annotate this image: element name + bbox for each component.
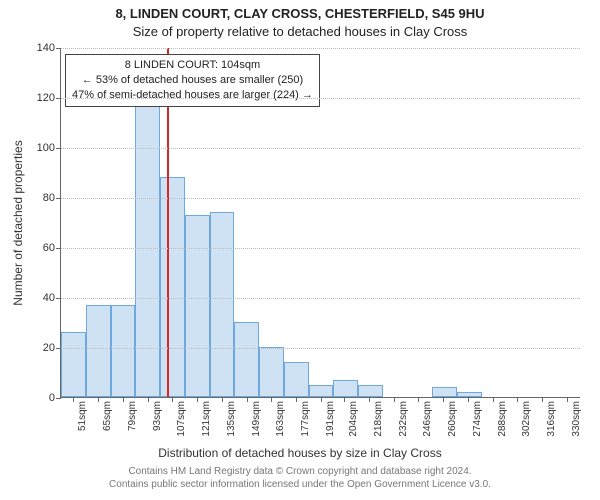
gridline xyxy=(61,348,580,349)
xtick-mark xyxy=(517,397,518,402)
xtick-label: 316sqm xyxy=(546,401,557,437)
ytick-mark xyxy=(56,148,61,149)
gridline xyxy=(61,98,580,99)
histogram-bar xyxy=(432,387,457,397)
xtick-label: 204sqm xyxy=(348,401,359,437)
footer-line-2: Contains public sector information licen… xyxy=(0,479,600,492)
xtick-label: 218sqm xyxy=(373,401,384,437)
ytick-label: 60 xyxy=(43,242,55,254)
y-axis-label: Number of detached properties xyxy=(11,140,25,305)
xtick-label: 246sqm xyxy=(422,401,433,437)
gridline xyxy=(61,48,580,49)
gridline xyxy=(61,248,580,249)
xtick-label: 288sqm xyxy=(497,401,508,437)
page-subtitle: Size of property relative to detached ho… xyxy=(0,24,600,39)
histogram-bar xyxy=(457,392,482,397)
ytick-label: 0 xyxy=(49,392,55,404)
xtick-label: 51sqm xyxy=(77,401,88,431)
xtick-label: 149sqm xyxy=(251,401,262,437)
xtick-mark xyxy=(73,397,74,402)
xtick-mark xyxy=(443,397,444,402)
histogram-bar xyxy=(61,332,86,397)
xtick-label: 93sqm xyxy=(152,401,163,431)
xtick-label: 330sqm xyxy=(571,401,582,437)
xtick-mark xyxy=(344,397,345,402)
xtick-mark xyxy=(394,397,395,402)
ytick-label: 140 xyxy=(37,42,55,54)
xtick-mark xyxy=(369,397,370,402)
ytick-mark xyxy=(56,48,61,49)
xtick-label: 177sqm xyxy=(300,401,311,437)
y-axis-label-wrap: Number of detached properties xyxy=(10,48,26,398)
gridline xyxy=(61,148,580,149)
xtick-mark xyxy=(468,397,469,402)
histogram-bar xyxy=(185,215,210,398)
xtick-mark xyxy=(418,397,419,402)
ytick-label: 120 xyxy=(37,92,55,104)
xtick-mark xyxy=(123,397,124,402)
histogram-bar xyxy=(86,305,111,398)
xtick-mark xyxy=(197,397,198,402)
annotation-line-2: ← 53% of detached houses are smaller (25… xyxy=(72,73,313,88)
page-title: 8, LINDEN COURT, CLAY CROSS, CHESTERFIEL… xyxy=(0,6,600,21)
xtick-label: 135sqm xyxy=(226,401,237,437)
xtick-mark xyxy=(172,397,173,402)
histogram-bar xyxy=(135,102,160,397)
xtick-mark xyxy=(247,397,248,402)
gridline xyxy=(61,198,580,199)
ytick-label: 100 xyxy=(37,142,55,154)
xtick-label: 79sqm xyxy=(127,401,138,431)
ytick-mark xyxy=(56,348,61,349)
x-axis-label: Distribution of detached houses by size … xyxy=(0,446,600,460)
histogram-bar xyxy=(210,212,235,397)
footer: Contains HM Land Registry data © Crown c… xyxy=(0,466,600,491)
histogram-bar xyxy=(309,385,334,398)
ytick-label: 40 xyxy=(43,292,55,304)
chart-container: 8, LINDEN COURT, CLAY CROSS, CHESTERFIEL… xyxy=(0,0,600,500)
plot-area: 8 LINDEN COURT: 104sqm ← 53% of detached… xyxy=(60,48,580,398)
xtick-mark xyxy=(567,397,568,402)
xtick-mark xyxy=(98,397,99,402)
ytick-mark xyxy=(56,298,61,299)
histogram-bar xyxy=(234,322,259,397)
ytick-label: 80 xyxy=(43,192,55,204)
ytick-mark xyxy=(56,398,61,399)
xtick-mark xyxy=(542,397,543,402)
xtick-label: 274sqm xyxy=(472,401,483,437)
histogram-bar xyxy=(259,347,284,397)
xtick-mark xyxy=(222,397,223,402)
histogram-bar xyxy=(358,385,383,398)
histogram-bar xyxy=(111,305,136,398)
xtick-label: 232sqm xyxy=(398,401,409,437)
xtick-mark xyxy=(296,397,297,402)
xtick-label: 65sqm xyxy=(102,401,113,431)
ytick-mark xyxy=(56,198,61,199)
xtick-mark xyxy=(271,397,272,402)
xtick-mark xyxy=(148,397,149,402)
xtick-label: 121sqm xyxy=(201,401,212,437)
histogram-bar xyxy=(284,362,309,397)
ytick-mark xyxy=(56,248,61,249)
histogram-bar xyxy=(333,380,358,398)
xtick-label: 107sqm xyxy=(176,401,187,437)
xtick-label: 163sqm xyxy=(275,401,286,437)
gridline xyxy=(61,298,580,299)
annotation-line-3: 47% of semi-detached houses are larger (… xyxy=(72,88,313,103)
annotation-line-1: 8 LINDEN COURT: 104sqm xyxy=(72,58,313,73)
xtick-mark xyxy=(493,397,494,402)
xtick-label: 302sqm xyxy=(521,401,532,437)
xtick-label: 260sqm xyxy=(447,401,458,437)
footer-line-1: Contains HM Land Registry data © Crown c… xyxy=(0,466,600,479)
xtick-mark xyxy=(321,397,322,402)
xtick-label: 191sqm xyxy=(325,401,336,437)
ytick-mark xyxy=(56,98,61,99)
histogram-bar xyxy=(160,177,185,397)
ytick-label: 20 xyxy=(43,342,55,354)
